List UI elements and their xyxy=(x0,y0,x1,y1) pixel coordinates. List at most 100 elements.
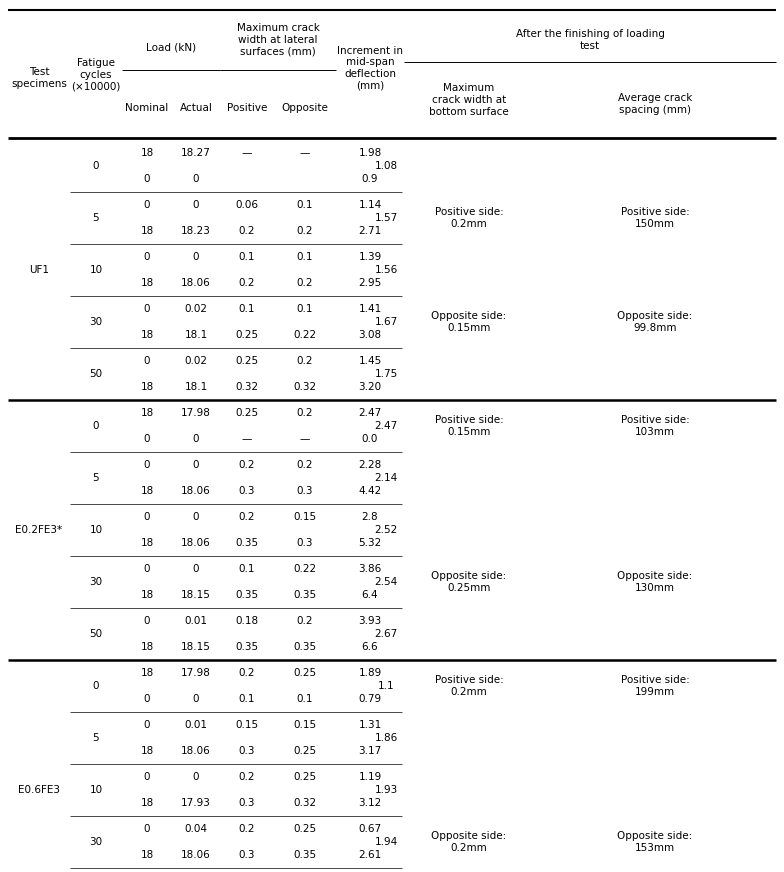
Text: After the finishing of loading
test: After the finishing of loading test xyxy=(516,29,664,51)
Text: Positive side:
103mm: Positive side: 103mm xyxy=(621,415,689,437)
Text: E0.6FE3: E0.6FE3 xyxy=(18,785,60,795)
Text: Positive side:
0.2mm: Positive side: 0.2mm xyxy=(434,675,503,697)
Text: 0.2: 0.2 xyxy=(239,460,256,470)
Text: 18: 18 xyxy=(140,408,154,418)
Text: 18.06: 18.06 xyxy=(181,850,211,860)
Text: 1.08: 1.08 xyxy=(375,161,397,171)
Text: 0: 0 xyxy=(193,460,199,470)
Text: 2.47: 2.47 xyxy=(375,421,397,431)
Text: 0.22: 0.22 xyxy=(293,330,317,340)
Text: Opposite side:
0.15mm: Opposite side: 0.15mm xyxy=(431,311,506,333)
Text: 10: 10 xyxy=(89,265,103,275)
Text: 2.28: 2.28 xyxy=(358,460,382,470)
Text: 0.15: 0.15 xyxy=(235,720,259,730)
Text: 1.14: 1.14 xyxy=(358,200,382,210)
Text: 0.35: 0.35 xyxy=(235,590,259,600)
Text: 18: 18 xyxy=(140,850,154,860)
Text: 18.27: 18.27 xyxy=(181,148,211,158)
Text: 2.8: 2.8 xyxy=(361,512,379,522)
Text: 1.98: 1.98 xyxy=(358,148,382,158)
Text: 0: 0 xyxy=(193,694,199,704)
Text: 0.2: 0.2 xyxy=(297,226,314,236)
Text: 1.39: 1.39 xyxy=(358,252,382,262)
Text: 18: 18 xyxy=(140,148,154,158)
Text: 0: 0 xyxy=(193,564,199,574)
Text: 1.89: 1.89 xyxy=(358,668,382,678)
Text: 0.3: 0.3 xyxy=(239,486,256,496)
Text: Positive side:
0.2mm: Positive side: 0.2mm xyxy=(434,208,503,228)
Text: 18.23: 18.23 xyxy=(181,226,211,236)
Text: 0.35: 0.35 xyxy=(235,538,259,548)
Text: 0: 0 xyxy=(143,720,151,730)
Text: 18.1: 18.1 xyxy=(184,382,208,392)
Text: 0.01: 0.01 xyxy=(184,720,208,730)
Text: Opposite side:
0.25mm: Opposite side: 0.25mm xyxy=(431,571,506,593)
Text: 0.2: 0.2 xyxy=(297,408,314,418)
Text: E0.2FE3*: E0.2FE3* xyxy=(16,525,63,535)
Text: 0.2: 0.2 xyxy=(239,512,256,522)
Text: 50: 50 xyxy=(89,369,103,379)
Text: 18: 18 xyxy=(140,746,154,756)
Text: —: — xyxy=(299,434,310,444)
Text: Actual: Actual xyxy=(180,103,212,113)
Text: 1.93: 1.93 xyxy=(375,785,397,795)
Text: —: — xyxy=(241,148,252,158)
Text: UF1: UF1 xyxy=(29,265,49,275)
Text: 0.3: 0.3 xyxy=(239,798,256,808)
Text: 1.75: 1.75 xyxy=(375,369,397,379)
Text: 0: 0 xyxy=(143,772,151,782)
Text: 0.1: 0.1 xyxy=(239,564,256,574)
Text: 0.25: 0.25 xyxy=(293,668,317,678)
Text: 2.54: 2.54 xyxy=(375,577,397,587)
Text: 2.47: 2.47 xyxy=(358,408,382,418)
Text: 17.93: 17.93 xyxy=(181,798,211,808)
Text: 6.4: 6.4 xyxy=(361,590,379,600)
Text: 3.86: 3.86 xyxy=(358,564,382,574)
Text: 0: 0 xyxy=(143,200,151,210)
Text: 18.15: 18.15 xyxy=(181,590,211,600)
Text: 10: 10 xyxy=(89,785,103,795)
Text: 0.35: 0.35 xyxy=(293,642,317,652)
Text: 18.1: 18.1 xyxy=(184,330,208,340)
Text: 0.25: 0.25 xyxy=(293,824,317,834)
Text: 0: 0 xyxy=(143,694,151,704)
Text: 0: 0 xyxy=(143,434,151,444)
Text: 2.61: 2.61 xyxy=(358,850,382,860)
Text: 3.08: 3.08 xyxy=(358,330,382,340)
Text: 1.41: 1.41 xyxy=(358,304,382,314)
Text: 0.02: 0.02 xyxy=(184,304,208,314)
Text: 1.86: 1.86 xyxy=(375,733,397,743)
Text: 0: 0 xyxy=(143,564,151,574)
Text: 0.2: 0.2 xyxy=(239,226,256,236)
Text: Fatigue
cycles
(×10000): Fatigue cycles (×10000) xyxy=(71,58,121,92)
Text: 18: 18 xyxy=(140,486,154,496)
Text: 0.9: 0.9 xyxy=(361,174,378,184)
Text: 5: 5 xyxy=(93,733,100,743)
Text: 0.1: 0.1 xyxy=(239,252,256,262)
Text: 0.3: 0.3 xyxy=(297,486,314,496)
Text: 5: 5 xyxy=(93,473,100,483)
Text: Opposite side:
99.8mm: Opposite side: 99.8mm xyxy=(617,311,692,333)
Text: 0.67: 0.67 xyxy=(358,824,382,834)
Text: 3.93: 3.93 xyxy=(358,616,382,626)
Text: Nominal: Nominal xyxy=(125,103,169,113)
Text: 0.3: 0.3 xyxy=(297,538,314,548)
Text: 18: 18 xyxy=(140,226,154,236)
Text: 18.06: 18.06 xyxy=(181,486,211,496)
Text: 0.35: 0.35 xyxy=(293,850,317,860)
Text: 5: 5 xyxy=(93,213,100,223)
Text: 0.2: 0.2 xyxy=(297,460,314,470)
Text: 0.25: 0.25 xyxy=(235,408,259,418)
Text: 6.6: 6.6 xyxy=(361,642,379,652)
Text: 0.01: 0.01 xyxy=(184,616,208,626)
Text: 0.1: 0.1 xyxy=(239,304,256,314)
Text: 30: 30 xyxy=(89,837,103,847)
Text: 1.57: 1.57 xyxy=(375,213,397,223)
Text: 18: 18 xyxy=(140,382,154,392)
Text: 0: 0 xyxy=(193,252,199,262)
Text: 0: 0 xyxy=(143,174,151,184)
Text: 2.71: 2.71 xyxy=(358,226,382,236)
Text: 3.17: 3.17 xyxy=(358,746,382,756)
Text: 1.1: 1.1 xyxy=(378,681,394,691)
Text: 0.04: 0.04 xyxy=(184,824,208,834)
